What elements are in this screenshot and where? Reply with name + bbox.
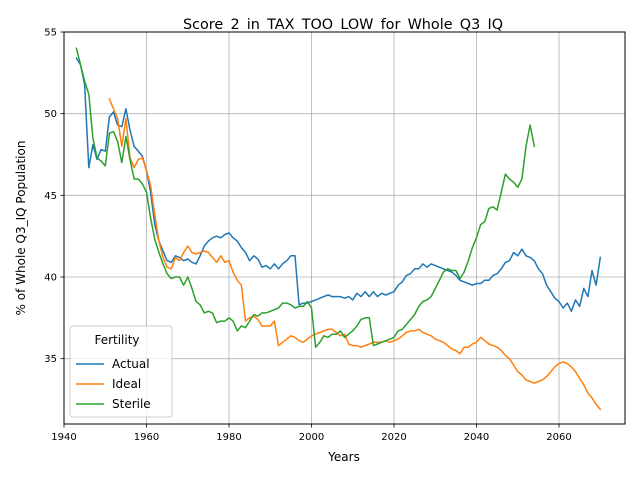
x-tick-label: 2020 (381, 432, 406, 443)
x-axis-ticks: 1940 1960 1980 2000 2020 2040 2060 (51, 424, 572, 443)
legend-label-sterile: Sterile (112, 397, 151, 411)
legend-label-actual: Actual (112, 357, 150, 371)
y-tick-label: 40 (44, 273, 57, 284)
series-lines (75, 47, 602, 411)
chart-title: Score_2_in_TAX_TOO_LOW_for_Whole_Q3_IQ (183, 17, 503, 33)
legend-label-ideal: Ideal (112, 377, 141, 391)
x-tick-label: 1960 (134, 432, 159, 443)
plot-frame (63, 31, 626, 425)
series-line-ideal (108, 98, 602, 411)
x-tick-label: 1980 (216, 432, 241, 443)
legend: Fertility Actual Ideal Sterile (69, 325, 173, 418)
y-tick-label: 35 (44, 354, 57, 365)
legend-box (69, 325, 173, 418)
legend-title: Fertility (94, 333, 139, 347)
x-tick-label: 2000 (299, 432, 324, 443)
series-line-actual (75, 57, 602, 313)
x-tick-label: 2060 (546, 432, 571, 443)
y-tick-label: 50 (44, 109, 57, 120)
x-tick-label: 2040 (464, 432, 489, 443)
x-axis-label: Years (327, 450, 360, 464)
y-tick-label: 45 (44, 191, 57, 202)
x-tick-label: 1940 (51, 432, 76, 443)
series-line-sterile (75, 47, 536, 348)
y-tick-label: 55 (44, 28, 57, 39)
y-axis-label: % of Whole Q3_IQ Population (14, 141, 28, 316)
y-axis-ticks: 35 40 45 50 55 (44, 28, 64, 365)
